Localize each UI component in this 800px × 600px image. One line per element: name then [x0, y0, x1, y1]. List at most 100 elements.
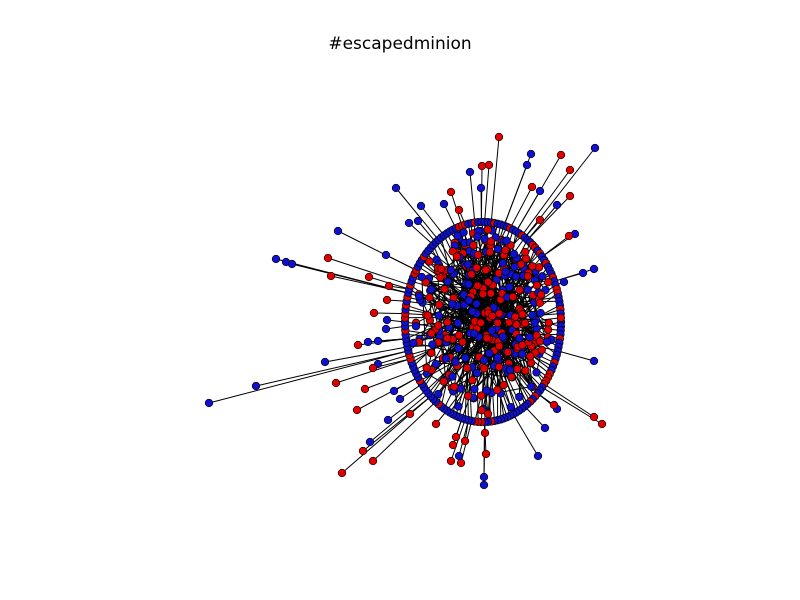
graph-node-blue: [472, 369, 482, 378]
graph-node-red: [440, 285, 449, 294]
graph-node-blue: [502, 236, 511, 245]
graph-edge: [524, 406, 546, 429]
graph-node-red: [503, 348, 512, 357]
graph-node-blue: [515, 392, 524, 402]
graph-node-red: [499, 380, 508, 390]
graph-node-blue: [409, 338, 418, 348]
graph-edge: [429, 297, 439, 326]
graph-node-red: [483, 277, 493, 287]
graph-node-red: [384, 281, 394, 291]
graph-node-blue: [473, 232, 482, 241]
graph-node-red: [495, 309, 504, 318]
graph-node-red: [437, 264, 446, 274]
graph-node-red: [527, 182, 537, 192]
graph-edge: [208, 350, 409, 404]
graph-node-red: [537, 345, 546, 355]
graph-edge: [420, 205, 445, 236]
graph-node-red: [507, 372, 516, 382]
graph-node-blue: [506, 402, 515, 412]
graph-node-red: [454, 205, 464, 215]
graph-node-red: [521, 247, 530, 257]
graph-node-red: [532, 281, 542, 290]
graph-node-red: [369, 308, 379, 318]
graph-node-red: [434, 321, 443, 330]
graph-node-blue: [509, 249, 519, 259]
graph-node-red: [473, 281, 482, 290]
graph-node-red: [513, 364, 522, 374]
graph-node-red: [493, 385, 502, 395]
graph-edge: [356, 376, 419, 411]
graph-edge: [330, 275, 409, 294]
graph-node-red: [337, 468, 347, 478]
graph-node-blue: [498, 332, 507, 341]
graph-edge: [515, 190, 541, 232]
graph-node-blue: [501, 267, 510, 276]
graph-node-blue: [441, 354, 451, 363]
graph-node-blue: [448, 372, 457, 381]
graph-node-blue: [542, 337, 552, 346]
graph-node-red: [535, 337, 545, 346]
graph-node-blue: [532, 368, 541, 377]
graph-node-red: [358, 446, 368, 456]
graph-edge: [369, 393, 429, 443]
graph-node-blue: [578, 268, 588, 278]
graph-node-red: [427, 348, 436, 357]
graph-node-red: [493, 318, 502, 327]
graph-node-blue: [589, 356, 599, 366]
graph-node-blue: [479, 480, 489, 490]
graph-node-blue: [381, 324, 391, 334]
graph-node-blue: [454, 402, 463, 411]
graph-edge: [327, 257, 411, 286]
graph-node-blue: [417, 272, 426, 282]
graph-node-red: [556, 313, 566, 322]
graph-node-red: [512, 320, 521, 329]
graph-edge: [541, 235, 570, 258]
graph-node-red: [501, 245, 510, 255]
graph-node-red: [486, 289, 495, 298]
graph-node-blue: [533, 451, 543, 461]
graph-node-blue: [428, 340, 437, 349]
graph-node-red: [469, 241, 478, 250]
graph-edge: [372, 401, 437, 462]
graph-node-blue: [506, 366, 515, 375]
graph-node-blue: [411, 322, 421, 331]
graph-node-red: [494, 362, 504, 372]
graph-node-blue: [251, 381, 261, 391]
graph-edge: [364, 369, 415, 390]
graph-node-red: [352, 405, 362, 415]
graph-node-red: [443, 334, 452, 343]
graph-node-blue: [522, 160, 532, 170]
graph-node-red: [508, 292, 518, 301]
graph-node-red: [460, 436, 470, 446]
graph-node-red: [480, 364, 489, 373]
graph-node-blue: [523, 285, 532, 294]
graph-node-red: [488, 311, 497, 321]
graph-node-blue: [535, 186, 545, 196]
graph-node-red: [565, 165, 575, 175]
figure-title: #escapedminion: [328, 34, 472, 54]
graph-node-red: [481, 449, 491, 459]
graph-node-blue: [320, 357, 330, 367]
graph-node-blue: [448, 299, 457, 309]
graph-edge: [490, 136, 500, 223]
graph-node-red: [494, 132, 504, 142]
graph-edge: [426, 373, 453, 389]
graph-edge: [399, 383, 423, 400]
graph-node-red: [462, 363, 472, 373]
graph-node-red: [450, 382, 459, 391]
graph-edge: [512, 413, 539, 457]
graph-node-blue: [552, 200, 562, 210]
graph-edge: [543, 383, 595, 418]
graph-node-red: [326, 271, 336, 281]
graph-node-blue: [453, 231, 462, 240]
graph-node-blue: [453, 318, 463, 328]
graph-node-red: [456, 458, 466, 468]
graph-node-blue: [510, 262, 519, 271]
graph-node-blue: [271, 254, 281, 264]
graph-node-red: [368, 456, 378, 466]
graph-edge: [395, 187, 439, 241]
graph-node-red: [523, 272, 532, 281]
graph-node-blue: [559, 277, 569, 287]
graph-node-blue: [439, 199, 449, 209]
